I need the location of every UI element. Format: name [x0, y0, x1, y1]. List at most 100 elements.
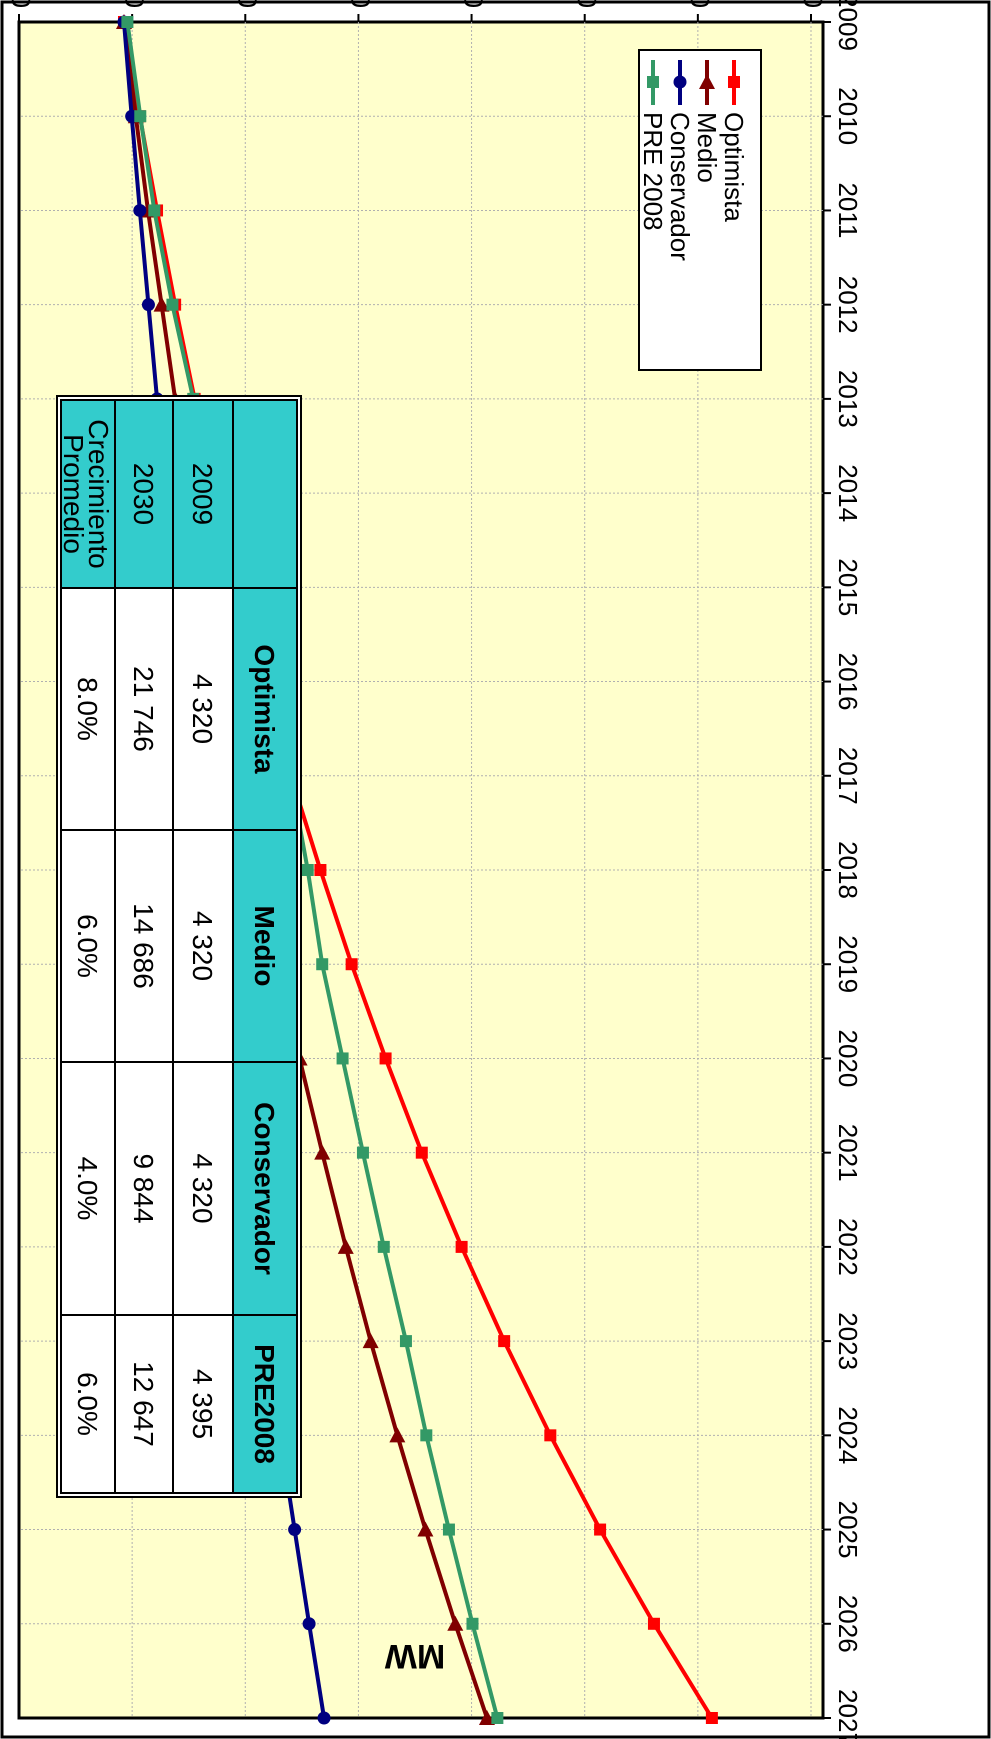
y-axis-title-mw: MW: [384, 1637, 445, 1675]
data-point: [379, 1052, 392, 1065]
x-tick-label: 2013: [833, 370, 863, 428]
data-point: [316, 958, 329, 971]
data-point: [594, 1523, 607, 1536]
data-point: [337, 1238, 354, 1254]
data-point: [491, 1712, 504, 1724]
x-tick-label: 2024: [833, 1406, 863, 1464]
legend-label: Medio: [692, 112, 722, 183]
table-row-label: Crecimiento: [83, 419, 114, 568]
table-cell-value: 12 647: [128, 1361, 159, 1447]
table-cell-value: 8.0%: [72, 677, 103, 741]
x-tick-label: 2014: [833, 464, 863, 522]
data-point: [377, 1240, 390, 1253]
y-tick-label: 14,500: [572, 0, 602, 8]
legend-marker: [728, 76, 740, 88]
x-tick-label: 2023: [833, 1312, 863, 1370]
data-point: [166, 298, 179, 311]
y-tick-label: 4,500: [119, 0, 149, 8]
x-tick-label: 2019: [833, 935, 863, 993]
table-cell-value: 9 844: [128, 1153, 159, 1223]
data-point: [498, 1335, 511, 1348]
x-tick-label: 2015: [833, 558, 863, 616]
y-tick-label: 9,500: [346, 0, 376, 8]
legend-label: Conservador: [665, 112, 695, 261]
table-row-label: 2030: [128, 463, 159, 525]
table-cell-value: 6.0%: [72, 914, 103, 978]
table-cell-value: 4.0%: [72, 1157, 103, 1221]
data-point: [356, 1146, 369, 1159]
x-tick-label: 2017: [833, 747, 863, 805]
data-point: [362, 1333, 379, 1349]
table-cell: [60, 1314, 116, 1494]
y-tick-label: 19,500: [798, 0, 828, 8]
data-point: [148, 204, 161, 217]
legend-marker: [699, 74, 715, 89]
table-cell-value: 4 320: [187, 674, 218, 744]
table-cell-value: 14 686: [128, 903, 159, 989]
data-table: Optimista Medio Conservador PRE2008 2009 4 32…: [56, 395, 302, 1498]
table-cell-value: 6.0%: [72, 1372, 103, 1436]
table-header-label: Medio: [249, 906, 280, 987]
x-tick-label: 2009: [833, 0, 863, 51]
data-point: [121, 16, 134, 28]
x-tick-label: 2018: [833, 841, 863, 899]
data-point: [317, 1711, 331, 1725]
data-point: [647, 1617, 660, 1630]
x-tick-label: 2020: [833, 1030, 863, 1088]
data-point: [417, 1521, 434, 1537]
table-cell-value: 4 320: [187, 1153, 218, 1223]
data-point: [133, 203, 147, 217]
legend-label: PRE 2008: [638, 112, 668, 231]
table-row-label: 2009: [187, 463, 218, 525]
table-header-cell: [232, 399, 298, 589]
x-tick-label: 2010: [833, 87, 863, 145]
x-tick-label: 2021: [833, 1124, 863, 1182]
table-cell-value: 4 320: [187, 911, 218, 981]
data-point: [301, 864, 314, 876]
data-point: [314, 864, 327, 876]
data-point: [544, 1429, 557, 1442]
x-tick-label: 2025: [833, 1501, 863, 1559]
legend-box: [638, 49, 762, 371]
data-point: [302, 1617, 316, 1631]
table-cell-value: 21 746: [128, 666, 159, 752]
x-tick-label: 2026: [833, 1595, 863, 1653]
y-tick-label: 7,000: [232, 0, 262, 8]
data-point: [153, 296, 170, 312]
x-tick-label: 2016: [833, 653, 863, 711]
data-point: [447, 1615, 464, 1631]
data-point: [478, 1710, 495, 1725]
data-point: [336, 1052, 349, 1065]
data-point: [141, 298, 155, 312]
data-point: [314, 1144, 331, 1160]
x-tick-label: 2022: [833, 1218, 863, 1276]
data-point: [420, 1429, 433, 1442]
data-point: [442, 1523, 455, 1536]
y-tick-label: 12,000: [459, 0, 489, 8]
data-point: [288, 1523, 302, 1537]
x-axis-ticks: 2009 2010 2011 2012 2013 2014 2015 2016 2017 2018…: [833, 0, 863, 1739]
data-point: [415, 1146, 428, 1159]
data-point: [399, 1335, 412, 1348]
y-tick-label: 17,000: [685, 0, 715, 8]
legend-marker: [647, 76, 659, 88]
data-point: [705, 1712, 718, 1724]
table-header-label: Optimista: [249, 644, 280, 774]
y-axis-ticks: 2,000 4,500 7,000 9,500 12,000 14,500 17,000 19…: [6, 0, 828, 8]
legend-marker: [673, 75, 687, 89]
table-row-label: Promedio: [58, 434, 89, 554]
rotated-chart: 2009 2010 2011 2012 2013 2014 2015 2016 2017 2018…: [6, 0, 863, 1739]
y-tick-label: 2,000: [6, 0, 36, 8]
data-point: [389, 1427, 406, 1443]
table-header-label: PRE2008: [249, 1344, 280, 1464]
data-point: [345, 958, 358, 971]
table-header-label: Conservador: [249, 1102, 280, 1275]
data-point: [455, 1240, 468, 1253]
data-point: [466, 1617, 479, 1630]
x-tick-label: 2012: [833, 276, 863, 334]
x-tick-label: 2011: [833, 182, 863, 238]
x-tick-label: 2027: [833, 1689, 863, 1739]
legend-label: Optimista: [719, 112, 749, 222]
